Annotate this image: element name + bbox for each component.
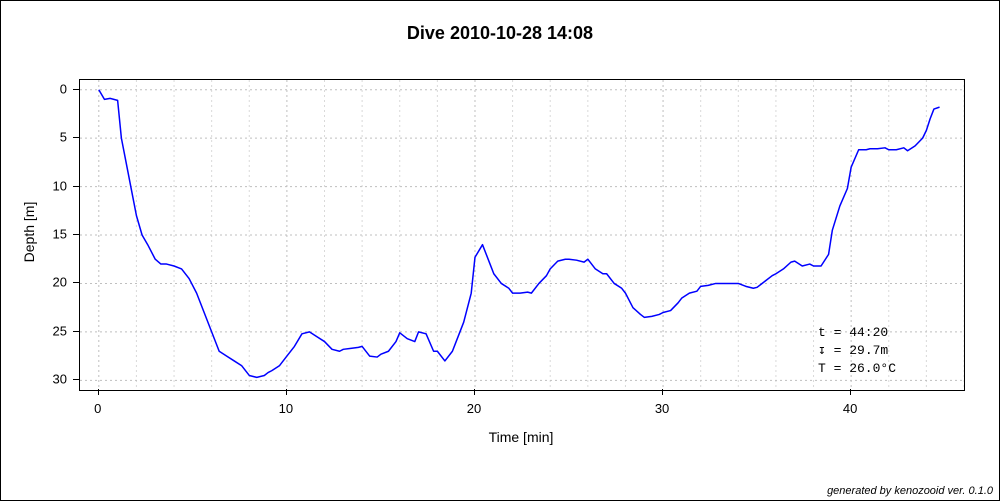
y-tick xyxy=(73,234,79,235)
y-tick-label: 20 xyxy=(43,275,67,290)
chart-title: Dive 2010-10-28 14:08 xyxy=(1,23,999,44)
x-tick xyxy=(474,389,475,395)
x-tick xyxy=(850,389,851,395)
x-tick-label: 10 xyxy=(279,401,293,416)
y-axis-label: Depth [m] xyxy=(21,192,37,272)
x-tick xyxy=(662,389,663,395)
y-tick-label: 10 xyxy=(43,178,67,193)
y-tick xyxy=(73,331,79,332)
x-tick-label: 0 xyxy=(94,401,101,416)
y-tick xyxy=(73,186,79,187)
y-tick xyxy=(73,89,79,90)
y-tick-label: 0 xyxy=(43,81,67,96)
y-tick-label: 30 xyxy=(43,372,67,387)
x-tick xyxy=(98,389,99,395)
dive-info-box: t = 44:20 ↧ = 29.7m T = 26.0°C xyxy=(818,324,896,379)
credit-text: generated by kenozooid ver. 0.1.0 xyxy=(827,485,993,497)
y-tick xyxy=(73,137,79,138)
x-axis-label: Time [min] xyxy=(79,429,963,445)
y-tick-label: 15 xyxy=(43,227,67,242)
y-tick xyxy=(73,282,79,283)
x-tick-label: 30 xyxy=(655,401,669,416)
x-tick-label: 20 xyxy=(467,401,481,416)
y-tick-label: 25 xyxy=(43,323,67,338)
chart-frame: Dive 2010-10-28 14:08 Depth [m] Time [mi… xyxy=(0,0,1000,501)
x-tick xyxy=(286,389,287,395)
y-tick-label: 5 xyxy=(43,130,67,145)
y-tick xyxy=(73,379,79,380)
x-tick-label: 40 xyxy=(843,401,857,416)
